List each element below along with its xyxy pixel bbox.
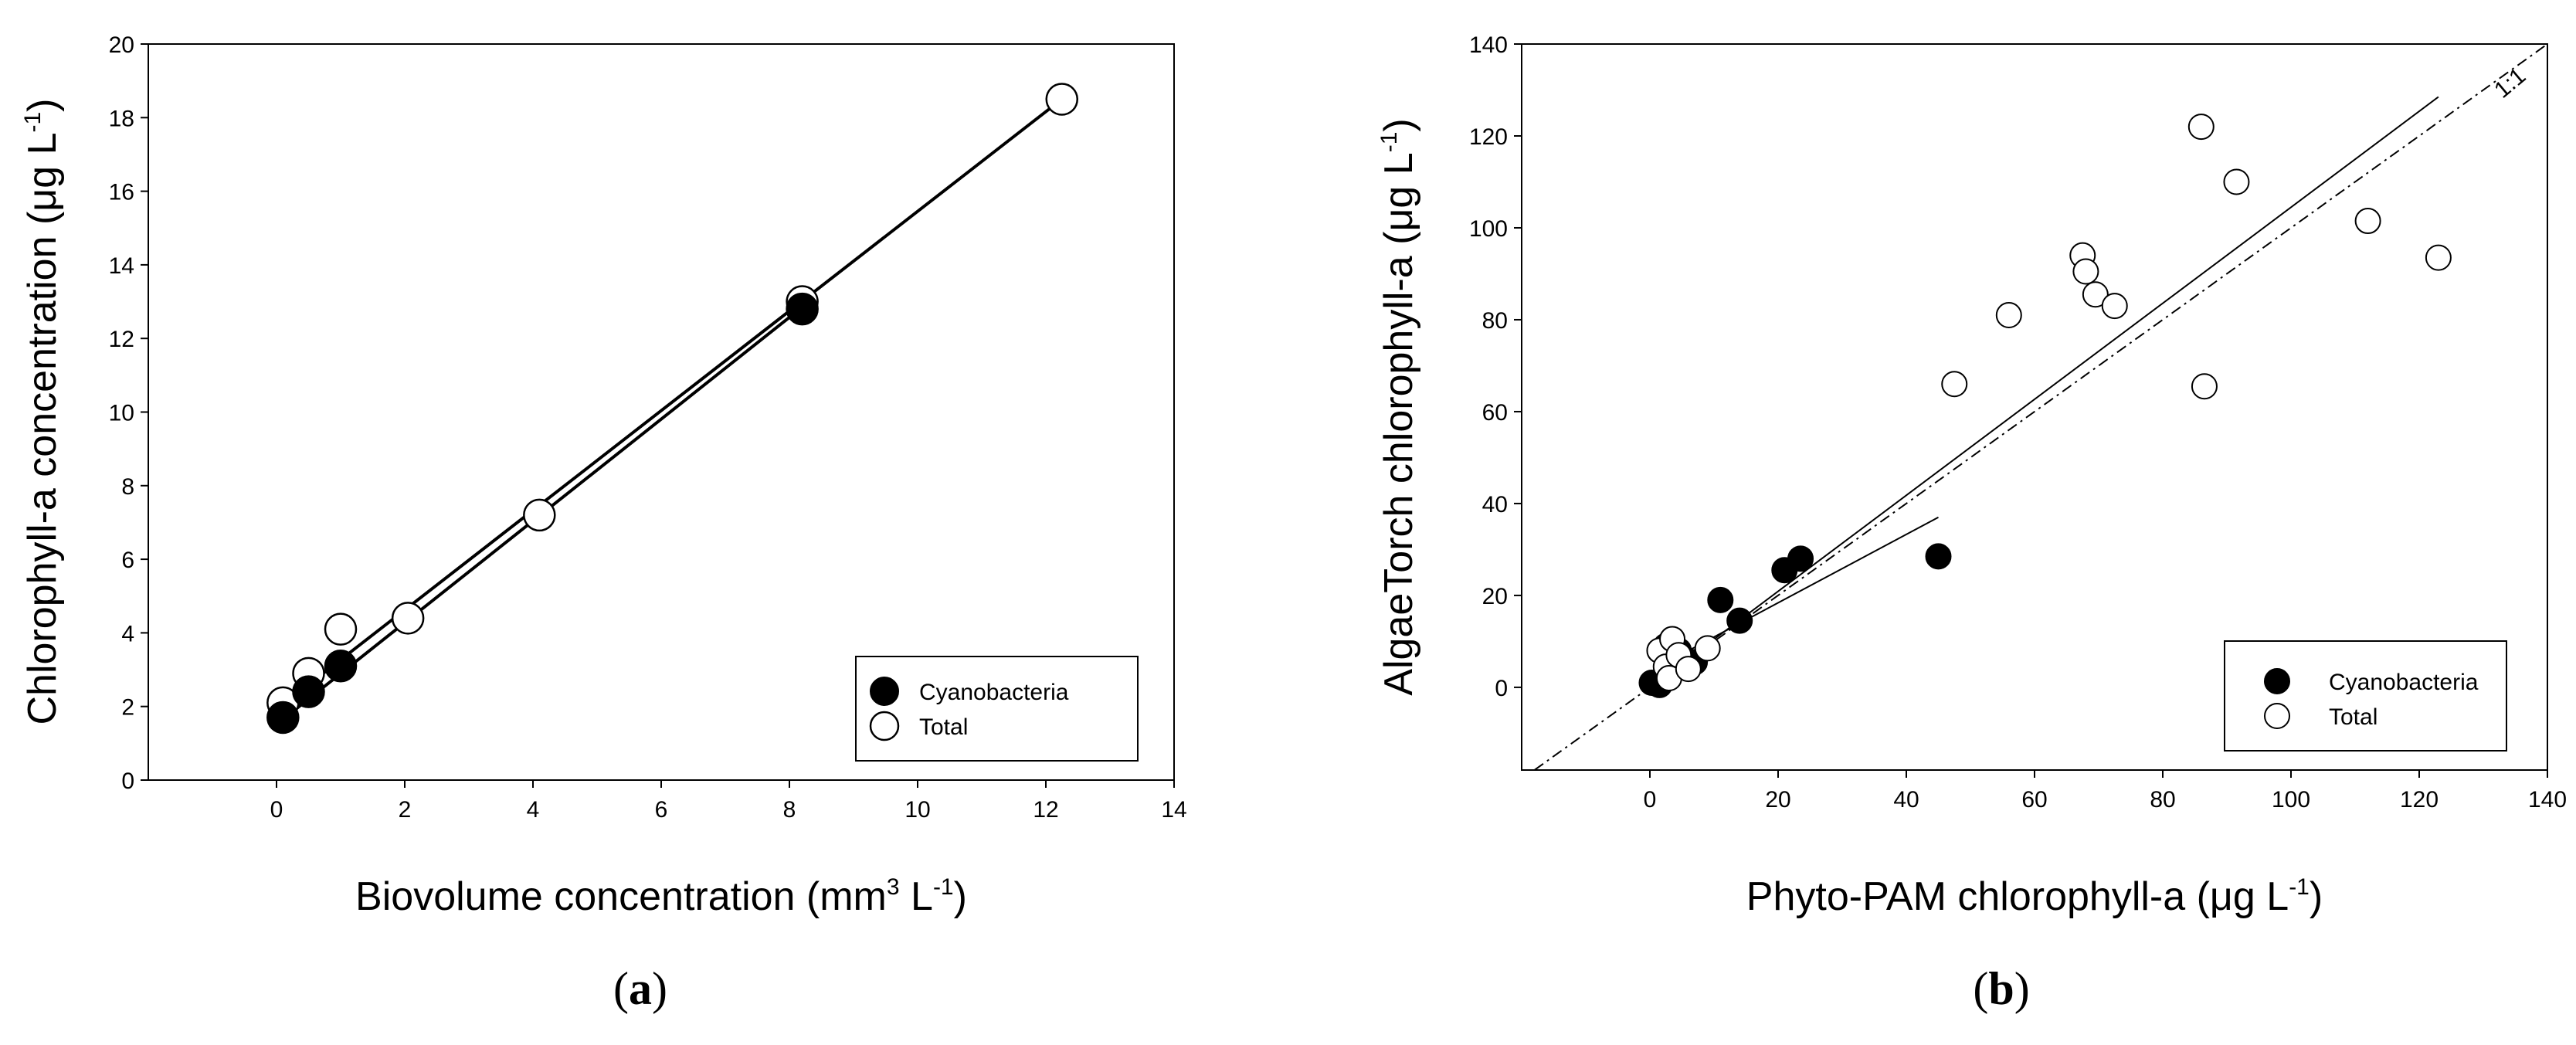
y-axis-label-a: Chlorophyll-a concentration (μg L-1) (20, 98, 65, 724)
y-tick-label: 140 (1469, 32, 1508, 58)
x-tick-label: 12 (1033, 797, 1058, 823)
data-point-cyanobacteria (1726, 607, 1753, 634)
legend-marker-total-b (2264, 703, 2290, 729)
data-point-total (1045, 83, 1078, 116)
data-point-total (391, 602, 425, 635)
x-tick-label: 80 (2150, 787, 2175, 813)
x-tick-label: 2 (399, 797, 412, 823)
x-tick-label: 14 (1161, 797, 1186, 823)
x-ticks-b: 0 20 40 60 80 100 120 140 (1644, 770, 2567, 813)
x-axis-label-a: Biovolume concentration (mm3 L-1) (355, 874, 967, 919)
data-point-cyanobacteria (1787, 545, 1814, 572)
x-tick-label: 120 (2400, 787, 2439, 813)
y-tick-label: 100 (1469, 216, 1508, 242)
data-point-total (2082, 281, 2109, 308)
y-tick-label: 60 (1482, 400, 1508, 426)
legend-label-total-b: Total (2329, 704, 2377, 730)
x-tick-label: 20 (1765, 787, 1790, 813)
panel-label-a: (a) (613, 963, 667, 1014)
x-tick-label: 8 (783, 797, 796, 823)
data-point-cyanobacteria (266, 701, 300, 735)
chart-panel-b: 0 20 40 60 80 100 120 140 0 20 40 60 80 100 120 140 1:… (1376, 32, 2567, 1014)
y-tick-label: 2 (121, 695, 134, 721)
y-axis-label-b: AlgaeTorch chlorophyll-a (μg L-1) (1376, 118, 1421, 695)
y-tick-label: 20 (109, 32, 134, 58)
data-point-total (1694, 635, 1721, 662)
data-point-total (2425, 244, 2452, 271)
panel-label-b: (b) (1973, 963, 2029, 1014)
y-tick-label: 0 (1495, 676, 1508, 701)
y-tick-label: 8 (121, 474, 134, 500)
x-tick-label: 0 (1644, 787, 1657, 813)
legend-box-b (2224, 640, 2507, 752)
data-point-total (2187, 114, 2215, 141)
data-point-cyanobacteria (1925, 543, 1952, 570)
data-point-cyanobacteria (324, 650, 358, 683)
data-point-total (523, 498, 556, 532)
y-tick-label: 10 (109, 401, 134, 426)
y-tick-label: 40 (1482, 492, 1508, 517)
x-tick-label: 40 (1893, 787, 1919, 813)
data-point-cyanobacteria (786, 292, 819, 326)
legend-marker-cyanobacteria-a (870, 677, 899, 706)
y-tick-label: 0 (121, 768, 134, 794)
data-point-cyanobacteria (1707, 586, 1734, 613)
data-point-total (2072, 258, 2099, 285)
data-point-total (2354, 208, 2381, 235)
y-tick-label: 12 (109, 327, 134, 352)
x-ticks-a: 0 2 4 6 8 10 12 14 (270, 780, 1187, 823)
legend-marker-cyanobacteria-b (2264, 668, 2290, 694)
x-tick-label: 6 (655, 797, 668, 823)
data-point-cyanobacteria (292, 675, 325, 708)
x-tick-label: 4 (527, 797, 540, 823)
data-point-total (2191, 373, 2218, 400)
y-tick-label: 20 (1482, 584, 1508, 609)
legend-marker-total-a (869, 711, 900, 741)
legend-a: Cyanobacteria Total (855, 656, 1139, 762)
x-tick-label: 100 (2272, 787, 2310, 813)
data-point-total (1941, 371, 1968, 398)
data-point-total (1675, 656, 1702, 683)
legend-b: Cyanobacteria Total (2224, 640, 2507, 752)
y-tick-label: 14 (109, 253, 134, 279)
y-tick-label: 16 (109, 180, 134, 205)
y-tick-label: 4 (121, 621, 134, 646)
legend-label-cyanobacteria-b: Cyanobacteria (2329, 670, 2479, 695)
x-axis-label-b: Phyto-PAM chlorophyll-a (μg L-1) (1746, 874, 2323, 919)
data-point-total (2223, 168, 2250, 195)
y-ticks-a: 0 2 4 6 8 10 12 14 16 18 20 (109, 32, 148, 794)
x-tick-label: 10 (904, 797, 930, 823)
legend-label-cyanobacteria-a: Cyanobacteria (919, 680, 1069, 705)
y-tick-label: 80 (1482, 308, 1508, 334)
x-tick-label: 140 (2528, 787, 2567, 813)
y-tick-label: 6 (121, 548, 134, 573)
x-tick-label: 60 (2021, 787, 2047, 813)
legend-label-total-a: Total (919, 714, 968, 740)
x-tick-label: 0 (270, 797, 283, 823)
fit-line-total (1649, 96, 2439, 688)
y-tick-label: 120 (1469, 124, 1508, 150)
data-point-total (324, 612, 358, 646)
data-point-total (2101, 293, 2128, 320)
y-ticks-b: 0 20 40 60 80 100 120 140 (1469, 32, 1522, 701)
one-to-one-label: 1:1 (2489, 63, 2530, 103)
chart-panel-a: 0 2 4 6 8 10 12 14 16 18 20 0 2 4 6 8 10 12 14 Cyanobacte… (20, 32, 1187, 1014)
data-points-b (1638, 114, 2452, 698)
y-tick-label: 18 (109, 106, 134, 131)
legend-box-a (855, 656, 1139, 762)
data-point-total (1995, 302, 2022, 329)
data-points-a (266, 83, 1078, 735)
